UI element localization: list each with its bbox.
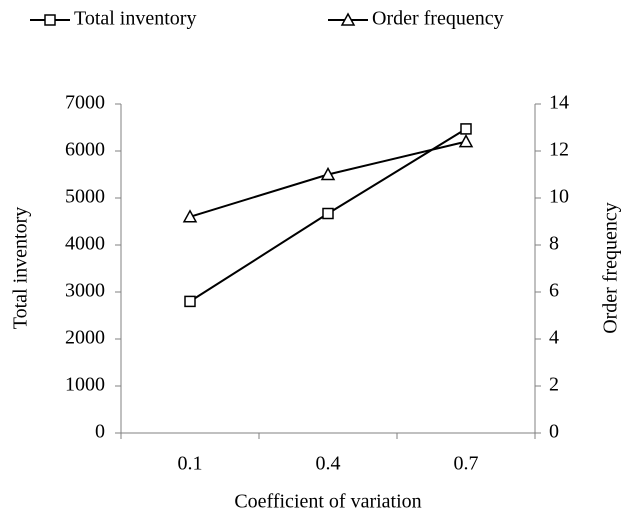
y2-axis-title: Order frequency [600, 202, 622, 334]
y2-tick-label: 4 [549, 327, 559, 349]
legend-label: Total inventory [74, 8, 196, 30]
legend-marker [340, 12, 356, 26]
x-axis-title: Coefficient of variation [234, 491, 421, 513]
y-tick-label: 2000 [65, 327, 105, 349]
y-tick-label: 1000 [65, 374, 105, 396]
data-point [320, 166, 336, 181]
x-tick-label: 0.7 [454, 453, 479, 475]
y-axis-title: Total inventory [10, 207, 32, 329]
y2-tick-label: 0 [549, 421, 559, 443]
y-tick-label: 6000 [65, 139, 105, 161]
y-tick-label: 3000 [65, 280, 105, 302]
data-point [460, 123, 472, 135]
legend-marker [44, 14, 56, 26]
data-point [184, 295, 196, 308]
legend-label: Order frequency [372, 8, 504, 30]
y2-tick-label: 6 [549, 280, 559, 302]
y2-tick-label: 14 [549, 92, 569, 114]
y2-tick-label: 12 [549, 139, 569, 161]
data-point [182, 209, 198, 223]
y-tick-label: 4000 [65, 233, 105, 255]
y2-tick-label: 8 [549, 233, 559, 255]
data-point [458, 134, 474, 148]
data-point [322, 207, 334, 220]
y2-tick-label: 10 [549, 186, 569, 208]
x-tick-label: 0.1 [178, 453, 203, 475]
y-tick-label: 7000 [65, 92, 105, 114]
y2-tick-label: 2 [549, 374, 559, 396]
y-tick-label: 0 [95, 421, 105, 443]
y-tick-label: 5000 [65, 186, 105, 208]
x-tick-label: 0.4 [316, 453, 341, 475]
